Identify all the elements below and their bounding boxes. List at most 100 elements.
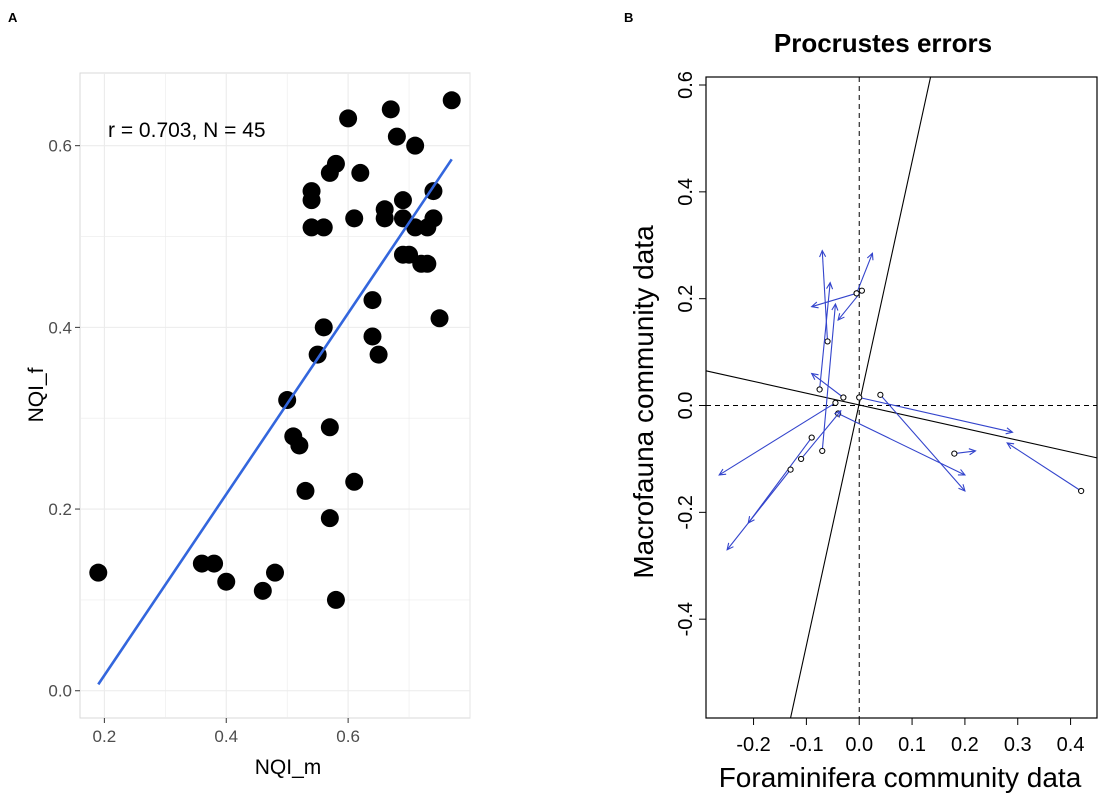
error-arrow (811, 292, 857, 308)
data-point (424, 182, 443, 201)
error-arrow (800, 410, 842, 460)
y-tick-label: 0.6 (675, 71, 697, 99)
arrow-head (958, 484, 966, 492)
data-point (363, 291, 382, 310)
error-arrow (726, 469, 791, 551)
data-point (326, 590, 345, 609)
data-point (314, 318, 333, 337)
x-axis-title-b: Foraminifera community data (719, 762, 1082, 793)
y-tick-label: 0.6 (48, 137, 72, 156)
data-point (296, 481, 315, 500)
panel-a-label: A (8, 10, 18, 25)
arrow-head (834, 409, 842, 418)
y-axis-title-a: NQI_f (25, 367, 48, 422)
y-tick-label: 0.4 (48, 318, 72, 337)
x-ticks-a: 0.2 0.4 0.6 (93, 718, 360, 746)
arrow-head (1006, 442, 1015, 450)
y-ticks-b: -0.4 -0.2 0.0 0.2 0.4 0.6 (675, 71, 706, 636)
data-point (363, 327, 382, 346)
regression-line-a (97, 158, 453, 686)
panel-a: A 0.2 0.4 0.6 0.0 0.2 0.4 0.6 r = 0.703, N = … (8, 10, 471, 779)
arrow-head (837, 313, 845, 322)
error-arrow (954, 450, 976, 455)
gridlines-a (80, 73, 471, 718)
y-tick-label: 0.2 (48, 500, 72, 519)
origin-point (819, 447, 826, 455)
y-tick-label: 0.0 (48, 682, 72, 701)
origin-point (858, 287, 865, 294)
origin-point (877, 391, 884, 398)
data-point (345, 472, 364, 491)
panel-b: B Procrustes errors -0.2 -0.1 0.0 0.1 0.2 0.3… (624, 10, 1098, 793)
data-point (253, 581, 272, 600)
data-point (217, 572, 236, 591)
arrow-head (810, 372, 819, 380)
data-point (381, 100, 400, 119)
plot-area-a (79, 72, 471, 719)
x-tick-label: 0.4 (214, 727, 238, 746)
origin-point (798, 455, 805, 463)
x-tick-label: -0.2 (736, 734, 770, 756)
error-arrow (1006, 442, 1082, 492)
x-tick-label: 0.0 (845, 734, 873, 756)
correlation-annotation: r = 0.703, N = 45 (108, 119, 266, 142)
x-tick-label: 0.6 (336, 727, 360, 746)
y-axis-title-b: Macrofauna community data (628, 225, 659, 579)
y-ticks-a: 0.0 0.2 0.4 0.6 (48, 137, 80, 701)
data-point (406, 136, 425, 155)
error-arrow (718, 402, 836, 476)
origin-point (853, 290, 860, 297)
rotation-axes-b (705, 76, 1098, 719)
data-point (339, 109, 358, 128)
error-arrow (811, 373, 844, 398)
arrow-head (866, 252, 874, 261)
data-point (442, 91, 461, 110)
y-tick-label: -0.2 (675, 495, 697, 529)
data-point (387, 127, 406, 146)
plot-frame-b (705, 76, 1098, 719)
error-arrow (859, 396, 1013, 433)
points-a (89, 91, 461, 609)
data-point (326, 154, 345, 173)
origin-point (808, 434, 815, 441)
y-tick-label: 0.4 (675, 178, 697, 206)
error-arrow (821, 303, 837, 451)
x-tick-label: -0.1 (789, 734, 823, 756)
error-arrow (837, 413, 966, 476)
y-tick-label: 0.2 (675, 285, 697, 313)
data-point (393, 191, 412, 210)
data-point (424, 209, 443, 228)
origin-point (816, 386, 823, 393)
data-point (290, 436, 309, 455)
arrow-head (810, 301, 819, 309)
x-tick-label: 0.3 (1004, 734, 1032, 756)
procrustes-arrows-b (718, 249, 1085, 551)
data-point (351, 163, 370, 182)
error-arrow (821, 250, 829, 342)
data-point (89, 563, 108, 582)
x-axis-title-a: NQI_m (255, 756, 322, 779)
arrow-head (726, 542, 734, 551)
origin-point (1078, 487, 1085, 495)
data-point (418, 254, 437, 273)
data-point (369, 345, 388, 364)
arrow-head (718, 468, 727, 476)
error-arrow (879, 394, 966, 492)
arrow-head (1005, 427, 1014, 435)
chart-title-b: Procrustes errors (774, 28, 992, 58)
arrow-head (819, 249, 827, 258)
arrow-head (957, 469, 967, 476)
data-point (375, 209, 394, 228)
origin-point (787, 466, 794, 473)
rotation-axis (705, 370, 1098, 459)
data-point (205, 554, 224, 573)
data-point (320, 418, 339, 437)
data-point (320, 509, 339, 528)
origin-point (824, 338, 831, 345)
origin-point (840, 394, 847, 401)
zero-dashed-lines-b (706, 77, 1097, 718)
origin-point (832, 399, 839, 406)
error-arrow (819, 282, 831, 390)
arrow-head (831, 302, 839, 311)
